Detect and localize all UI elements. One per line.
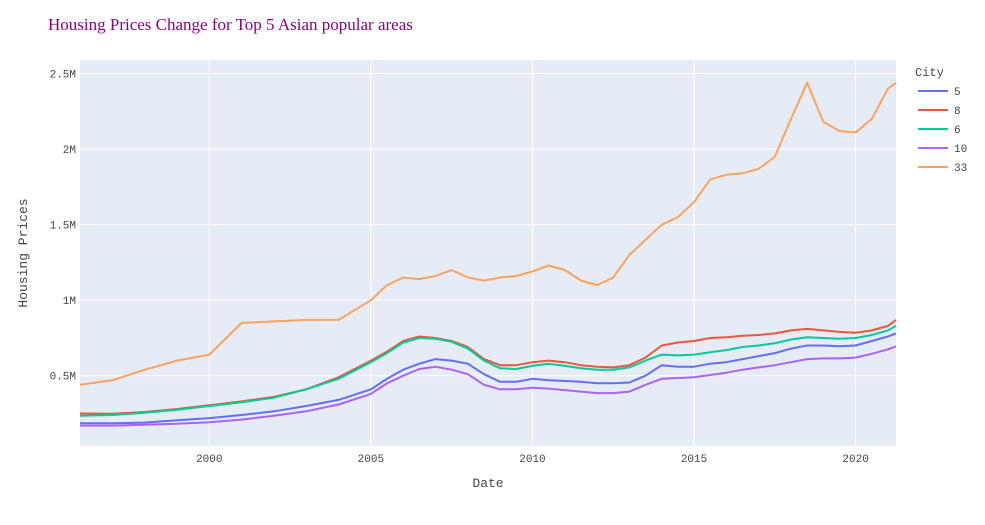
legend-label: 5 <box>954 87 961 99</box>
x-axis-label: Date <box>472 476 503 491</box>
plot-area <box>80 60 896 446</box>
y-axis-ticks: 0.5M 1M 1.5M 2M 2.5M <box>50 70 76 384</box>
x-tick-label: 2010 <box>519 454 545 466</box>
x-axis-ticks: 2000 2005 2010 2015 2020 <box>196 454 869 466</box>
x-tick-label: 2015 <box>681 454 707 466</box>
y-tick-label: 1M <box>63 296 76 308</box>
legend-label: 8 <box>954 106 961 118</box>
series-line-10 <box>80 345 897 427</box>
x-tick-label: 2000 <box>196 454 222 466</box>
y-tick-label: 2.5M <box>50 70 76 82</box>
legend-title: City <box>915 66 944 80</box>
y-axis-label: Housing Prices <box>16 198 31 307</box>
legend-item-5[interactable]: 5 <box>918 87 961 99</box>
y-tick-label: 0.5M <box>50 372 76 384</box>
legend: City 5 8 6 10 33 <box>915 66 967 175</box>
y-tick-label: 1.5M <box>50 221 76 233</box>
legend-label: 6 <box>954 125 961 137</box>
legend-item-8[interactable]: 8 <box>918 106 961 118</box>
legend-label: 10 <box>954 144 967 156</box>
legend-label: 33 <box>954 163 967 175</box>
legend-item-6[interactable]: 6 <box>918 125 961 137</box>
series-line-5 <box>80 332 897 425</box>
legend-item-33[interactable]: 33 <box>918 163 967 175</box>
series-line-33 <box>79 81 897 386</box>
legend-item-10[interactable]: 10 <box>918 144 967 156</box>
y-tick-label: 2M <box>63 145 76 157</box>
chart-title: Housing Prices Change for Top 5 Asian po… <box>48 15 413 34</box>
x-tick-label: 2005 <box>358 454 384 466</box>
series-lines <box>79 81 897 427</box>
series-line-6 <box>79 325 897 417</box>
x-tick-label: 2020 <box>842 454 868 466</box>
